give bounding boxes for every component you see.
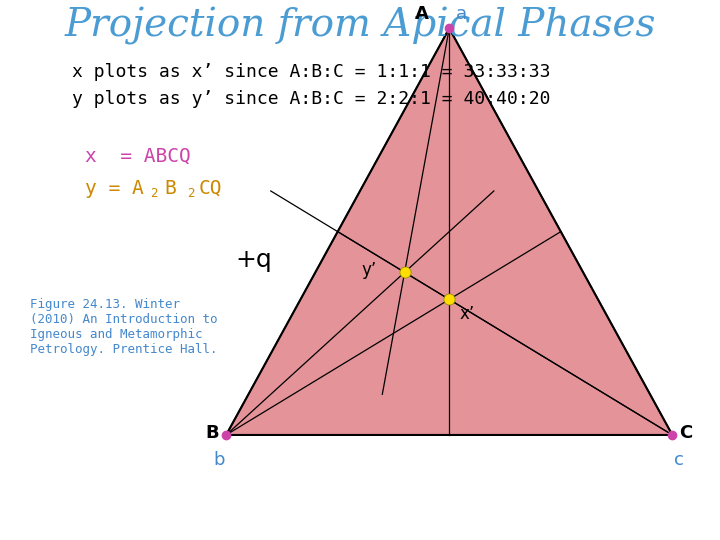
Text: +q: +q <box>235 248 272 272</box>
Text: Figure 24.13. Winter
(2010) An Introduction to
Igneous and Metamorphic
Petrology: Figure 24.13. Winter (2010) An Introduct… <box>30 298 218 356</box>
Text: y’: y’ <box>362 261 377 279</box>
Text: y = A: y = A <box>86 179 144 198</box>
Text: y plots as y’ since A:B:C = 2:2:1 = 40:40:20: y plots as y’ since A:B:C = 2:2:1 = 40:4… <box>72 90 550 108</box>
Text: c: c <box>675 451 684 469</box>
Text: B: B <box>206 424 220 442</box>
Text: B: B <box>164 179 176 198</box>
Text: x  = ABCQ: x = ABCQ <box>86 147 191 166</box>
Text: 2: 2 <box>150 187 158 200</box>
Text: 2: 2 <box>187 187 194 200</box>
Text: x plots as x’ since A:B:C = 1:1:1 = 33:33:33: x plots as x’ since A:B:C = 1:1:1 = 33:3… <box>72 63 550 82</box>
Text: A: A <box>415 5 428 23</box>
Text: a: a <box>456 5 467 23</box>
Text: CQ: CQ <box>199 179 222 198</box>
Text: x’: x’ <box>459 305 474 323</box>
Text: b: b <box>214 451 225 469</box>
Text: Projection from Apical Phases: Projection from Apical Phases <box>64 7 656 45</box>
Text: C: C <box>679 424 693 442</box>
Polygon shape <box>226 28 672 435</box>
